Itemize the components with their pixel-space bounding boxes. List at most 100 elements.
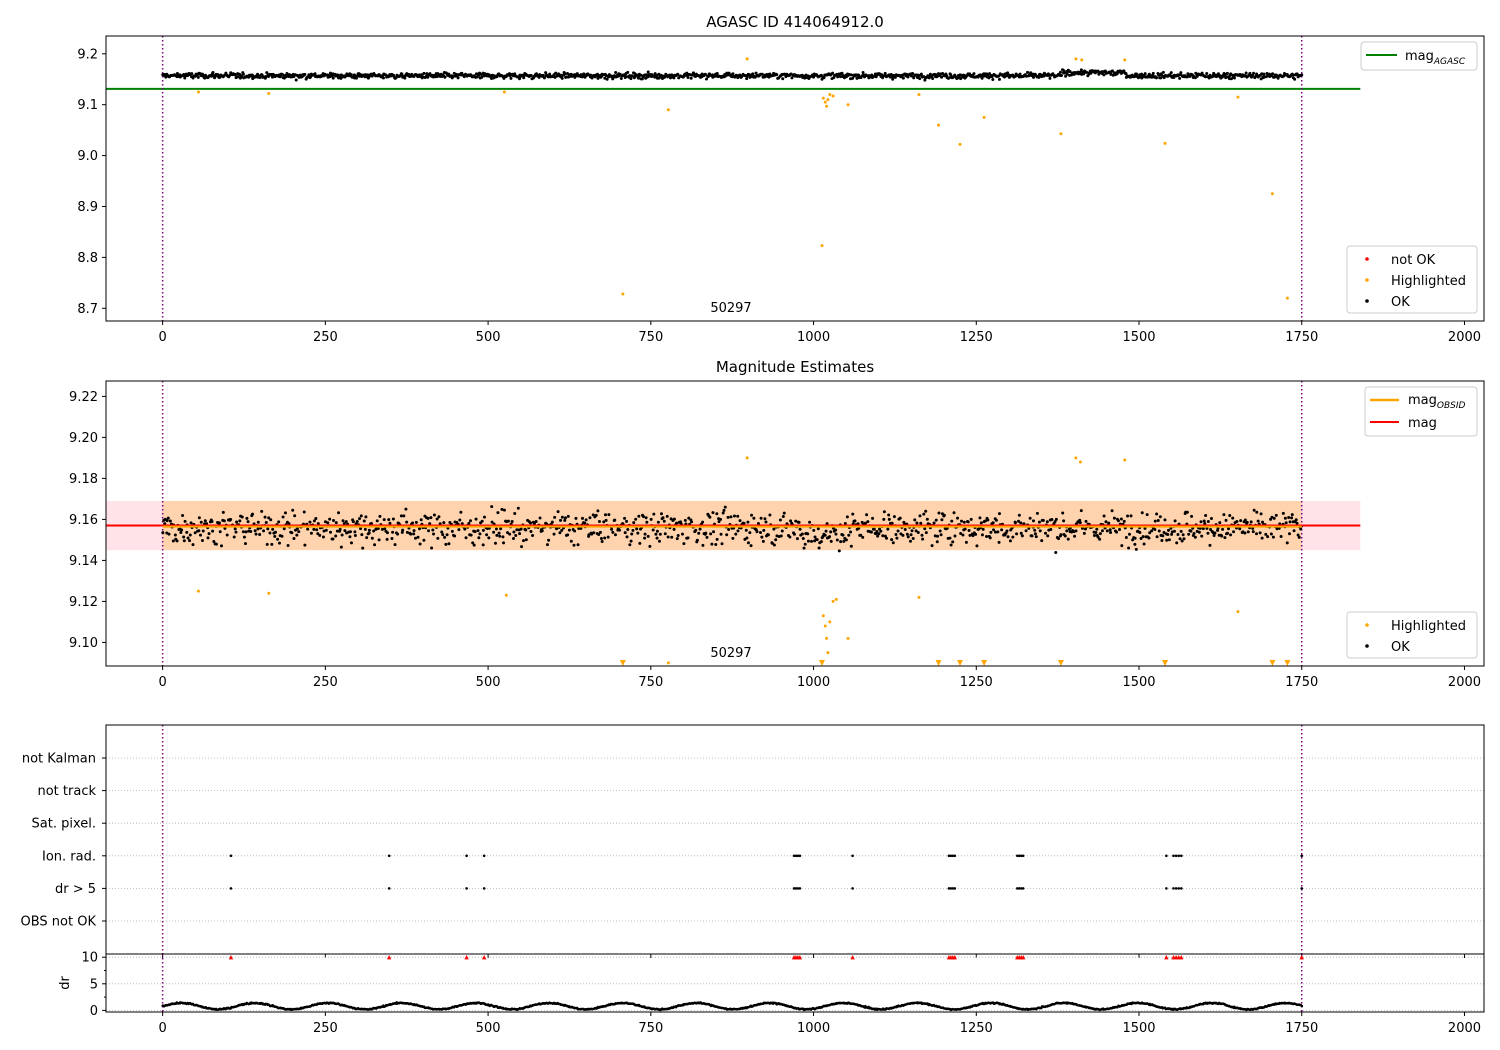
ok-point <box>1030 534 1034 538</box>
ok-point <box>1006 535 1010 539</box>
ok-point <box>441 533 445 537</box>
ok-point <box>634 517 638 521</box>
ok-point <box>746 520 750 524</box>
ok-point <box>602 520 606 524</box>
ok-point <box>637 75 641 79</box>
ok-point <box>1249 520 1253 524</box>
ok-point <box>206 536 210 540</box>
ok-point <box>1281 511 1285 515</box>
ok-point <box>348 535 352 539</box>
ok-point <box>1100 529 1104 533</box>
ok-point <box>980 76 984 80</box>
ok-point <box>993 530 997 534</box>
ok-point <box>879 529 883 533</box>
flag-point <box>796 887 800 890</box>
ok-point <box>778 518 782 522</box>
ok-point <box>701 520 705 524</box>
ok-point <box>861 71 865 75</box>
ok-point <box>1032 75 1036 79</box>
ok-point <box>802 546 806 550</box>
highlighted-clipped-marker <box>819 660 826 666</box>
ok-point <box>766 533 770 537</box>
ok-point <box>214 542 218 546</box>
ok-point <box>391 530 395 534</box>
ok-point <box>566 533 570 537</box>
flag-point <box>949 854 953 858</box>
ok-point <box>887 517 891 521</box>
ok-point <box>1057 537 1061 541</box>
ok-point <box>482 515 486 519</box>
ok-point <box>1288 520 1292 524</box>
ok-point <box>1226 531 1230 535</box>
ok-point <box>453 534 457 538</box>
ok-point <box>1205 72 1209 76</box>
ok-point <box>1173 519 1177 523</box>
x-tick-label: 0 <box>158 330 166 345</box>
ok-point <box>1018 72 1022 76</box>
ok-point <box>687 516 691 520</box>
ok-point <box>781 77 785 81</box>
ok-point <box>277 520 281 524</box>
ok-point <box>1095 527 1099 531</box>
ok-point <box>1209 517 1213 521</box>
ok-point <box>847 533 851 537</box>
ok-point <box>1062 519 1066 523</box>
ok-point <box>932 521 936 525</box>
ok-point <box>628 543 632 547</box>
ok-point <box>605 77 609 81</box>
ok-point <box>256 527 260 531</box>
ok-point <box>1256 519 1260 523</box>
x-tick-label: 2000 <box>1448 1021 1481 1036</box>
ok-point <box>841 533 845 537</box>
ok-point <box>851 512 855 516</box>
ok-point <box>762 528 766 532</box>
ok-point <box>648 544 652 548</box>
ok-point <box>768 513 772 517</box>
ok-point <box>996 530 1000 534</box>
ok-point <box>988 536 992 540</box>
ok-point <box>185 530 189 534</box>
ok-point <box>269 518 273 522</box>
ok-point <box>951 540 955 544</box>
ok-point <box>349 541 353 545</box>
ok-point <box>869 530 873 534</box>
ok-point <box>980 533 984 537</box>
ok-point <box>1160 539 1164 543</box>
ok-point <box>334 521 338 525</box>
ok-point <box>1285 541 1289 545</box>
ok-point <box>1294 518 1298 522</box>
ok-point <box>576 543 580 547</box>
ok-point <box>962 520 966 524</box>
ok-point <box>1244 71 1248 75</box>
highlighted-point <box>821 96 825 100</box>
ok-point <box>1178 76 1182 80</box>
ok-point <box>324 528 328 532</box>
ok-point <box>882 510 886 514</box>
ok-point <box>763 517 767 521</box>
ok-point <box>628 74 632 78</box>
ok-point <box>1274 513 1278 517</box>
ok-point <box>1198 526 1202 530</box>
x-tick-label: 2000 <box>1448 675 1481 690</box>
ok-point <box>1143 526 1147 530</box>
ok-point <box>629 539 633 543</box>
ok-point <box>1098 537 1102 541</box>
ok-point <box>1033 528 1037 532</box>
ok-point <box>1059 533 1063 537</box>
ok-point <box>1029 71 1033 75</box>
ok-point <box>708 515 712 519</box>
ok-point <box>675 537 679 541</box>
ok-point <box>221 510 225 514</box>
ok-point <box>719 532 723 536</box>
ok-point <box>866 520 870 524</box>
ok-point <box>971 534 975 538</box>
ok-point <box>1157 529 1161 533</box>
ok-point <box>715 71 719 75</box>
ok-point <box>626 70 630 74</box>
ok-point <box>1015 532 1019 536</box>
ok-point <box>223 526 227 530</box>
ok-point <box>1251 526 1255 530</box>
flag-point <box>1021 854 1025 858</box>
ok-point <box>1261 520 1265 524</box>
ok-point <box>563 516 567 520</box>
